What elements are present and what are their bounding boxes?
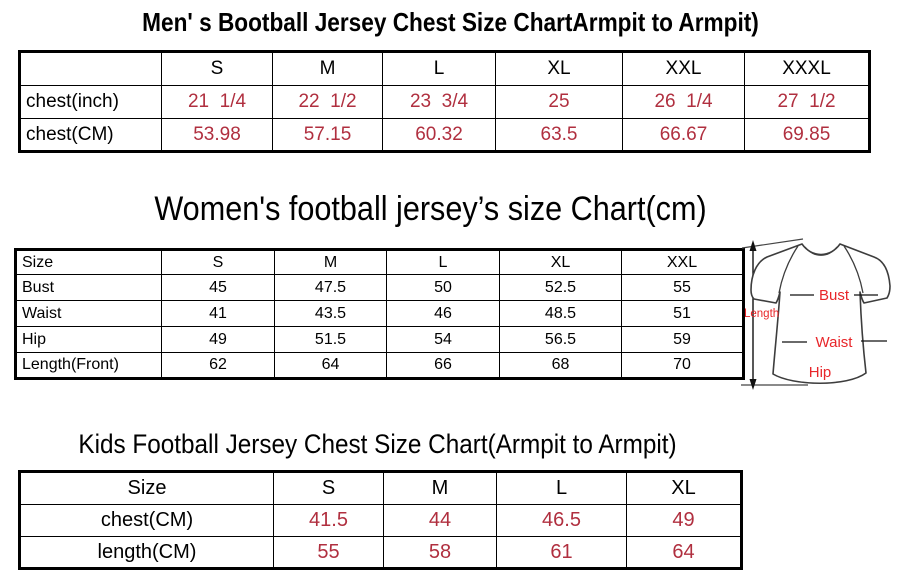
men-col-header-s: S [161, 51, 273, 86]
men-chest-inch-l: 23 3/4 [382, 85, 496, 119]
women-hip-row: Hip 49 51.5 54 56.5 59 [15, 326, 744, 353]
length-label: Length [744, 308, 779, 320]
men-col-header-xl: XL [495, 51, 623, 86]
men-col-header-m: M [272, 51, 383, 86]
men-header-row: S M L XL XXL XXXL [19, 51, 870, 86]
men-chest-inch-xl: 25 [495, 85, 623, 119]
kids-chest-xl: 49 [626, 504, 742, 537]
left-sleeve-seam [778, 245, 799, 294]
men-chest-cm-xxl: 66.67 [622, 118, 745, 152]
women-bust-xl: 52.5 [499, 274, 622, 301]
men-chest-cm-row: chest(CM) 53.98 57.15 60.32 63.5 66.67 6… [19, 118, 870, 152]
women-chart-title: Women's football jersey’s size Chart(cm) [154, 190, 707, 228]
women-bust-l: 50 [386, 274, 500, 301]
men-row-label: chest(inch) [19, 85, 162, 119]
kids-col-header-size: Size [19, 471, 274, 505]
kids-chest-s: 41.5 [273, 504, 384, 537]
women-col-header-xl: XL [499, 249, 622, 275]
kids-row-label: chest(CM) [19, 504, 274, 537]
men-row-label: chest(CM) [19, 118, 162, 152]
men-col-header-xxl: XXL [622, 51, 745, 86]
women-col-header-s: S [161, 249, 275, 275]
women-header-row: Size S M L XL XXL [15, 249, 744, 275]
kids-size-table: Size S M L XL chest(CM) 41.5 44 46.5 49 … [18, 470, 743, 570]
women-row-label: Length(Front) [15, 352, 162, 379]
kids-length-l: 61 [496, 536, 627, 569]
hip-label: Hip [809, 364, 832, 381]
women-waist-m: 43.5 [274, 300, 387, 327]
collar-inner-line [804, 246, 838, 256]
women-length-m: 64 [274, 352, 387, 379]
right-sleeve-seam [843, 245, 864, 294]
men-chest-inch-m: 22 1/2 [272, 85, 383, 119]
women-hip-l: 54 [386, 326, 500, 353]
women-hip-s: 49 [161, 326, 275, 353]
kids-length-xl: 64 [626, 536, 742, 569]
men-chest-inch-s: 21 1/4 [161, 85, 273, 119]
women-col-header-xxl: XXL [621, 249, 744, 275]
kids-chest-l: 46.5 [496, 504, 627, 537]
men-chest-cm-s: 53.98 [161, 118, 273, 152]
women-waist-xxl: 51 [621, 300, 744, 327]
women-waist-row: Waist 41 43.5 46 48.5 51 [15, 300, 744, 327]
tshirt-measurement-diagram: Length Bust Waist Hip [741, 238, 891, 390]
men-chest-cm-xl: 63.5 [495, 118, 623, 152]
women-waist-s: 41 [161, 300, 275, 327]
waist-label: Waist [816, 334, 854, 351]
kids-row-label: length(CM) [19, 536, 274, 569]
men-col-header-xxxl: XXXL [744, 51, 870, 86]
women-hip-xxl: 59 [621, 326, 744, 353]
men-corner-cell [19, 51, 162, 86]
women-bust-s: 45 [161, 274, 275, 301]
men-chest-cm-m: 57.15 [272, 118, 383, 152]
women-bust-xxl: 55 [621, 274, 744, 301]
women-waist-l: 46 [386, 300, 500, 327]
men-chest-cm-l: 60.32 [382, 118, 496, 152]
kids-chest-row: chest(CM) 41.5 44 46.5 49 [19, 504, 742, 537]
women-length-xl: 68 [499, 352, 622, 379]
kids-length-m: 58 [383, 536, 497, 569]
kids-col-header-l: L [496, 471, 627, 505]
men-chest-cm-xxxl: 69.85 [744, 118, 870, 152]
tshirt-outline [750, 243, 891, 384]
women-hip-xl: 56.5 [499, 326, 622, 353]
women-col-header-m: M [274, 249, 387, 275]
women-bust-m: 47.5 [274, 274, 387, 301]
kids-chest-m: 44 [383, 504, 497, 537]
men-chest-inch-row: chest(inch) 21 1/4 22 1/2 23 3/4 25 26 1… [19, 85, 870, 119]
men-size-table: S M L XL XXL XXXL chest(inch) 21 1/4 22 … [18, 50, 871, 153]
kids-col-header-m: M [383, 471, 497, 505]
men-col-header-l: L [382, 51, 496, 86]
women-length-row: Length(Front) 62 64 66 68 70 [15, 352, 744, 379]
women-col-header-l: L [386, 249, 500, 275]
women-length-l: 66 [386, 352, 500, 379]
women-hip-m: 51.5 [274, 326, 387, 353]
length-arrow [749, 240, 757, 390]
women-waist-xl: 48.5 [499, 300, 622, 327]
women-length-s: 62 [161, 352, 275, 379]
bust-label: Bust [819, 287, 850, 304]
women-row-label: Bust [15, 274, 162, 301]
women-col-header-size: Size [15, 249, 162, 275]
women-row-label: Hip [15, 326, 162, 353]
women-size-table: Size S M L XL XXL Bust 45 47.5 50 52.5 5… [14, 248, 745, 380]
kids-col-header-s: S [273, 471, 384, 505]
men-chart-title: Men' s Bootball Jersey Chest Size ChartA… [142, 7, 759, 37]
kids-chart-title: Kids Football Jersey Chest Size Chart(Ar… [78, 429, 677, 459]
kids-length-row: length(CM) 55 58 61 64 [19, 536, 742, 569]
women-length-xxl: 70 [621, 352, 744, 379]
kids-col-header-xl: XL [626, 471, 742, 505]
kids-length-s: 55 [273, 536, 384, 569]
kids-header-row: Size S M L XL [19, 471, 742, 505]
women-row-label: Waist [15, 300, 162, 327]
men-chest-inch-xxl: 26 1/4 [622, 85, 745, 119]
women-bust-row: Bust 45 47.5 50 52.5 55 [15, 274, 744, 301]
men-chest-inch-xxxl: 27 1/2 [744, 85, 870, 119]
